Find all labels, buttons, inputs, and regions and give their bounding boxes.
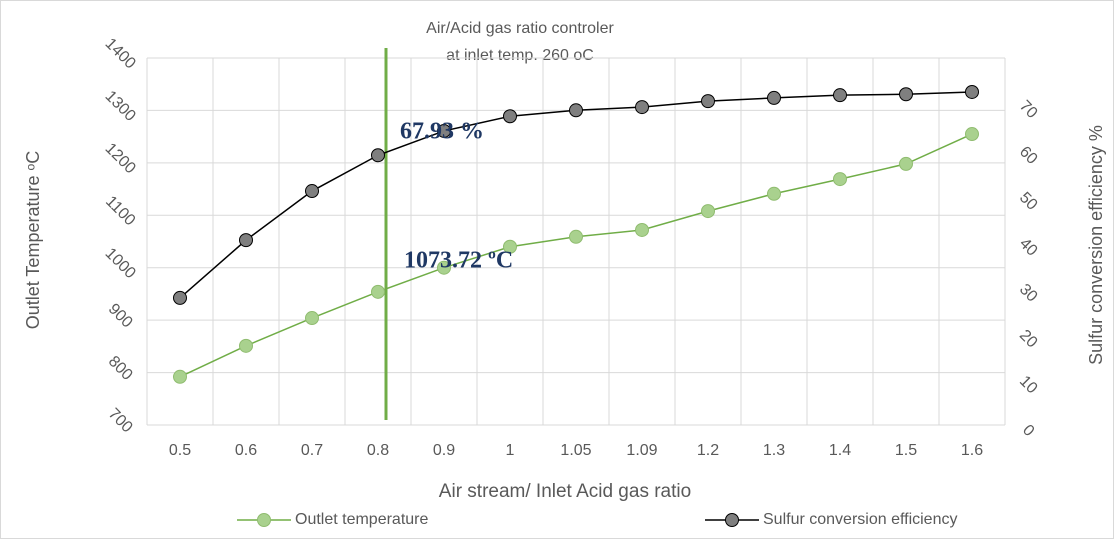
data-point: [437, 260, 451, 275]
data-point: [833, 88, 847, 103]
data-point: [173, 369, 187, 384]
annotation: 67.93 %: [400, 119, 484, 145]
data-point: [569, 103, 583, 118]
x-tick-label: 1.05: [560, 442, 591, 459]
x-axis-label: Air stream/ Inlet Acid gas ratio: [439, 481, 691, 502]
data-point: [965, 127, 979, 142]
data-point: [899, 87, 913, 102]
data-point: [569, 229, 583, 244]
chart-subtitle: at inlet temp. 260 oC: [446, 47, 594, 64]
x-tick-label: 0.7: [301, 442, 323, 459]
data-point: [503, 239, 517, 254]
data-point: [965, 84, 979, 99]
legend-label: Sulfur conversion efficiency: [763, 511, 957, 528]
data-point: [371, 148, 385, 163]
x-tick-label: 1: [506, 442, 515, 459]
x-tick-label: 1.4: [829, 442, 851, 459]
x-tick-label: 0.6: [235, 442, 257, 459]
data-point: [239, 233, 253, 248]
data-point: [767, 186, 781, 201]
x-tick-label: 0.8: [367, 442, 389, 459]
annotation: 1073.72 ºC: [404, 248, 513, 274]
x-tick-label: 1.2: [697, 442, 719, 459]
y-axis-label: Outlet Temperature ᵒC: [23, 151, 43, 330]
x-tick-label: 0.5: [169, 442, 191, 459]
x-tick-label: 0.9: [433, 442, 455, 459]
data-point: [371, 284, 385, 299]
data-point: [899, 156, 913, 171]
data-point: [635, 100, 649, 115]
data-point: [701, 204, 715, 219]
data-point: [305, 311, 319, 326]
data-point: [833, 172, 847, 187]
x-tick-label: 1.6: [961, 442, 983, 459]
legend-label: Outlet temperature: [295, 511, 429, 528]
data-point: [503, 109, 517, 124]
x-tick-label: 1.5: [895, 442, 917, 459]
data-point: [701, 94, 715, 109]
data-point: [305, 184, 319, 199]
data-point: [635, 222, 649, 237]
x-tick-label: 1.09: [626, 442, 657, 459]
legend-marker: [725, 513, 739, 527]
legend-marker: [257, 513, 271, 527]
data-point: [767, 90, 781, 105]
chart-title: Air/Acid gas ratio controler: [426, 20, 614, 37]
y2-axis-label: Sulfur conversion efficiency %: [1086, 125, 1106, 365]
x-tick-label: 1.3: [763, 442, 785, 459]
data-point: [173, 290, 187, 305]
data-point: [239, 338, 253, 353]
data-point: [437, 123, 451, 138]
